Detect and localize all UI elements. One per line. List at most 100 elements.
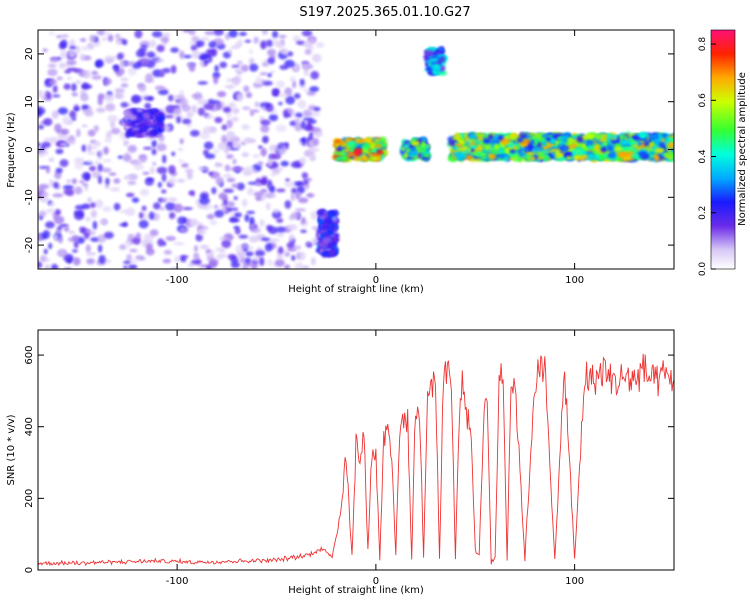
spectrogram-cell bbox=[276, 232, 285, 238]
spectrogram-cell bbox=[133, 165, 145, 170]
spectrogram-cell bbox=[278, 93, 289, 98]
spectrogram-cell bbox=[86, 144, 93, 153]
spectrogram-cell bbox=[542, 156, 549, 162]
spectrogram-cell bbox=[233, 196, 238, 201]
spectrogram-cell bbox=[103, 231, 114, 239]
spectrogram-cell bbox=[63, 188, 75, 196]
spectrogram-cell bbox=[53, 181, 59, 189]
spectrogram-cell bbox=[650, 142, 655, 147]
spectrogram-cell bbox=[412, 150, 419, 156]
spectrogram-cell bbox=[219, 61, 228, 69]
spectrogram-cell bbox=[531, 148, 537, 154]
spectrogram-cell bbox=[262, 106, 267, 111]
spectrogram-cell bbox=[120, 68, 125, 75]
spectrogram-cell bbox=[95, 199, 104, 209]
spectrogram-cell bbox=[599, 154, 605, 161]
spectrogram-cell bbox=[244, 214, 250, 223]
spectrogram-cell bbox=[306, 90, 316, 96]
spectrogram-cell bbox=[242, 106, 251, 111]
colorbar-tick-label: 0.4 bbox=[698, 149, 708, 164]
spectrogram-cell bbox=[315, 42, 325, 48]
spectrogram-cell bbox=[229, 212, 235, 217]
spectrogram-cell bbox=[453, 132, 462, 139]
spectrogram-cell bbox=[48, 31, 56, 36]
spectrogram-cell bbox=[533, 138, 539, 146]
spectrogram-cell bbox=[637, 150, 648, 158]
spectrogram-cell bbox=[232, 158, 237, 165]
spectrogram-cell bbox=[373, 138, 381, 143]
spectrogram-cell bbox=[265, 103, 274, 113]
spectrogram-cell bbox=[199, 133, 211, 140]
spectrogram-cell bbox=[194, 40, 205, 48]
spectrogram-cell bbox=[303, 88, 309, 93]
spectrogram-cell bbox=[191, 94, 200, 98]
spectrogram-cell bbox=[203, 103, 214, 110]
spectrogram-cell bbox=[278, 101, 283, 106]
spectrogram-cell bbox=[79, 53, 85, 61]
spectrogram-cell bbox=[43, 197, 49, 203]
spectrogram-cell bbox=[129, 61, 135, 65]
spectrogram-cell bbox=[191, 35, 200, 42]
spectrogram-cell bbox=[421, 151, 427, 155]
spectrogram-cell bbox=[337, 151, 347, 156]
spectrogram-cell bbox=[41, 141, 51, 148]
spectrogram-cell bbox=[215, 176, 224, 186]
spectrogram-y-tick-label: 20 bbox=[24, 48, 35, 61]
spectrogram-cell bbox=[587, 152, 594, 160]
spectrogram-cell bbox=[119, 131, 127, 140]
spectrogram-cell bbox=[257, 161, 264, 166]
spectrogram-cell bbox=[265, 202, 271, 211]
spectrogram-cell bbox=[104, 93, 115, 103]
spectrogram-cell bbox=[104, 31, 111, 36]
spectrogram-cell bbox=[44, 266, 52, 269]
spectrogram-cell bbox=[363, 137, 374, 145]
spectrogram-cell bbox=[53, 234, 58, 242]
spectrogram-cell bbox=[276, 188, 286, 193]
spectrogram-x-tick-label: 0 bbox=[373, 275, 379, 286]
spectrogram-cell bbox=[62, 185, 74, 190]
spectrogram-cell bbox=[241, 124, 250, 130]
spectrogram-cell bbox=[264, 243, 273, 252]
spectrogram-cell bbox=[226, 154, 234, 159]
spectrogram-cell bbox=[565, 156, 572, 160]
spectrogram-cell bbox=[156, 44, 165, 53]
spectrogram-cell bbox=[81, 124, 88, 128]
spectrogram-cell bbox=[417, 152, 422, 159]
spectrogram-cell bbox=[286, 51, 294, 57]
spectrogram-cell bbox=[176, 116, 181, 124]
spectrogram-cell bbox=[44, 221, 55, 229]
spectrogram-cell bbox=[38, 142, 42, 147]
spectrogram-cell bbox=[493, 133, 499, 140]
spectrogram-cell bbox=[268, 114, 278, 122]
spectrogram-cell bbox=[278, 34, 287, 39]
spectrogram-cell bbox=[103, 77, 112, 86]
spectrogram-cell bbox=[313, 106, 321, 112]
spectrogram-cell bbox=[138, 84, 147, 92]
snr-x-tick-label: 0 bbox=[373, 576, 379, 587]
spectrogram-cell bbox=[245, 92, 253, 99]
spectrogram-cell bbox=[120, 83, 129, 88]
spectrogram-cell bbox=[299, 157, 307, 165]
colorbar-tick-label: 0.8 bbox=[698, 37, 708, 52]
spectrogram-cell bbox=[138, 154, 148, 163]
spectrogram-cell bbox=[104, 184, 110, 190]
spectrogram-cell bbox=[336, 145, 343, 153]
spectrogram-cell bbox=[97, 93, 105, 100]
spectrogram-cell bbox=[332, 216, 338, 222]
spectrogram-cell bbox=[110, 127, 121, 135]
spectrogram-cell bbox=[556, 156, 565, 161]
spectrogram-cell bbox=[43, 137, 55, 142]
spectrogram-cell bbox=[271, 168, 281, 172]
spectrogram-cell bbox=[52, 85, 58, 93]
spectrogram-cell bbox=[38, 233, 43, 242]
spectrogram-cell bbox=[276, 218, 284, 223]
spectrogram-cell bbox=[79, 226, 86, 232]
spectrogram-cell bbox=[482, 138, 492, 144]
spectrogram-cell bbox=[249, 57, 255, 65]
spectrogram-cell bbox=[226, 177, 236, 183]
spectrogram-cell bbox=[55, 148, 64, 155]
spectrogram-cell bbox=[97, 234, 107, 243]
spectrogram-cell bbox=[489, 138, 500, 145]
spectrogram-cell bbox=[512, 155, 518, 162]
spectrogram-y-tick-label: -10 bbox=[24, 189, 35, 205]
